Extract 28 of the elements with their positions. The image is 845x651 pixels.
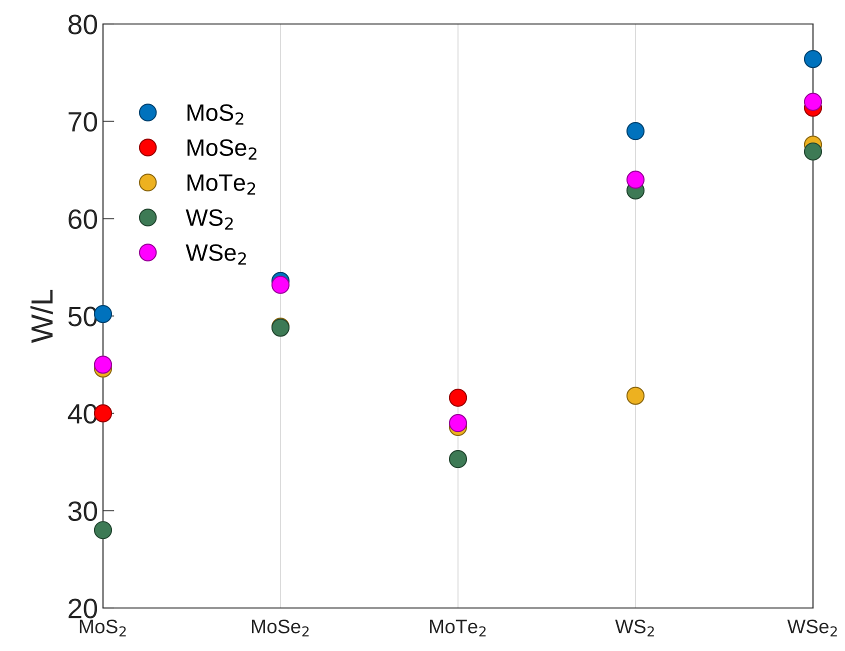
legend-label: WSe$_{2}$ — [186, 244, 246, 265]
point — [804, 92, 822, 111]
point — [448, 388, 468, 407]
x-tick-label: WS$_{2}$ — [615, 620, 654, 636]
point — [94, 521, 112, 540]
y-tick-label: 60 — [68, 209, 98, 230]
x-tick-label: WSe$_{2}$ — [787, 620, 837, 636]
y-tick-label: 30 — [68, 501, 98, 522]
legend-label: MoTe$_{2}$ — [188, 174, 256, 195]
x-tick-label: MoTe$_{2}$ — [430, 620, 486, 636]
point — [271, 276, 290, 294]
point — [626, 122, 645, 140]
point — [448, 414, 468, 432]
x-tick-label: MoS$_{2}$ — [80, 620, 126, 636]
point — [804, 142, 822, 161]
point — [626, 170, 645, 189]
legend-label: MoS$_{2}$ — [188, 104, 244, 125]
legend-label: MoSe$_{2}$ — [188, 139, 256, 160]
point — [448, 450, 468, 468]
point — [626, 386, 645, 405]
legend-label: WS$_{2}$ — [186, 209, 233, 230]
y-tick-label: 80 — [68, 14, 98, 34]
y-axis-title: W/L — [30, 290, 53, 344]
x-tick-label: MoSe$_{2}$ — [252, 620, 309, 636]
point — [94, 356, 112, 374]
y-tick-label: 70 — [68, 112, 98, 132]
y-tick-label: 20 — [68, 598, 98, 618]
point — [804, 50, 822, 68]
